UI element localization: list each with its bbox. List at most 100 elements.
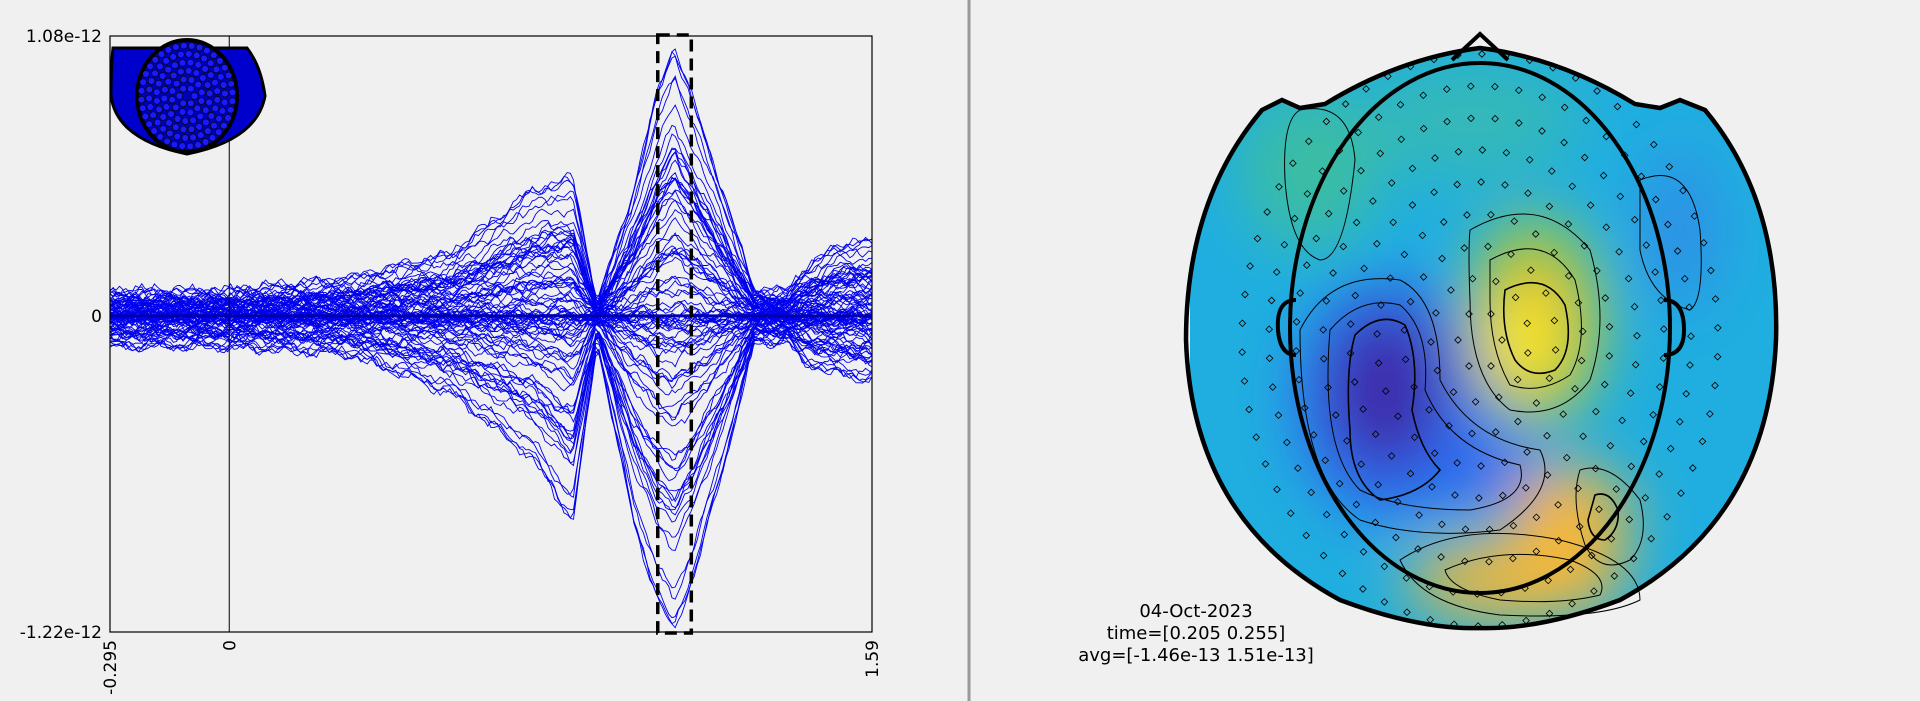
- inset-sensor-dot: [194, 80, 202, 89]
- topo-sensor-marker: [1294, 464, 1302, 473]
- inset-sensor-dot: [228, 97, 237, 105]
- topo-sensor-marker: [1478, 146, 1487, 154]
- topo-sensor-marker: [1599, 171, 1608, 180]
- inset-sensor-dot: [194, 61, 202, 69]
- topo-info-labels: 04-Oct-2023 time=[0.205 0.255] avg=[-1.4…: [1078, 601, 1314, 666]
- topo-sensor-marker: [1491, 82, 1499, 91]
- inset-sensor-dot: [167, 110, 175, 118]
- inset-sensor-dot: [211, 104, 219, 113]
- inset-sensor-dot: [179, 125, 188, 134]
- topo-sensor-marker: [1515, 119, 1523, 127]
- topo-sensor-marker: [1410, 433, 1419, 442]
- topo-sensor-marker: [1272, 268, 1281, 276]
- topo-sensor-marker: [1290, 214, 1299, 223]
- topo-sensor-marker: [1551, 346, 1560, 354]
- avg-range-label: avg=[-1.46e-13 1.51e-13]: [1078, 645, 1314, 666]
- channel-trace: [110, 311, 872, 349]
- inset-sensor-dot: [151, 69, 159, 77]
- inset-sensor-dot: [200, 54, 208, 63]
- topo-sensor-marker: [1574, 298, 1583, 307]
- topo-sensor-marker: [1377, 301, 1385, 309]
- inset-sensor-dot: [221, 89, 229, 98]
- topography-plot: 04-Oct-2023 time=[0.205 0.255] avg=[-1.4…: [1078, 31, 1779, 666]
- topo-sensor-marker: [1430, 449, 1439, 458]
- y-tick-labels: 1.08e-12 0 -1.22e-12: [20, 27, 102, 643]
- topo-sensor-marker: [1438, 254, 1446, 263]
- topo-sensor-marker: [1471, 397, 1480, 406]
- topo-sensor-marker: [1560, 138, 1568, 147]
- channel-trace: [110, 310, 872, 354]
- topo-sensor-marker: [1322, 510, 1331, 519]
- topo-sensor-marker: [1498, 491, 1507, 500]
- topo-sensor-marker: [1607, 534, 1616, 543]
- topo-sensor-marker: [1392, 533, 1400, 542]
- channel-trace: [110, 247, 872, 317]
- topo-sensor-marker: [1532, 513, 1541, 522]
- topo-sensor-marker: [1451, 491, 1459, 499]
- inset-sensor-dot: [137, 95, 146, 104]
- topo-sensor-marker: [1449, 388, 1458, 396]
- channel-trace: [110, 324, 872, 511]
- topo-sensor-marker: [1241, 290, 1249, 299]
- inset-sensor-dot: [160, 94, 168, 103]
- inset-sensor-dot: [145, 120, 153, 128]
- inset-sensor-dot: [199, 74, 207, 82]
- topo-sensor-marker: [1352, 218, 1361, 227]
- topo-sensor-marker: [1263, 208, 1272, 216]
- topo-sensor-marker: [1629, 554, 1638, 563]
- topo-sensor-marker: [1246, 262, 1254, 270]
- topo-sensor-marker: [1543, 431, 1551, 440]
- inset-sensor-dot: [177, 50, 185, 59]
- channel-trace: [110, 325, 872, 492]
- inset-sensor-dot: [207, 112, 216, 120]
- topo-sensor-marker: [1374, 480, 1383, 489]
- inset-sensor-dot: [142, 70, 150, 78]
- topo-sensor-marker: [1340, 530, 1349, 539]
- plot-frame: [109, 35, 873, 633]
- topo-sensor-marker: [1371, 430, 1380, 439]
- topo-sensor-marker: [1267, 296, 1276, 305]
- topo-sensor-marker: [1616, 192, 1625, 201]
- inset-sensor-dot: [179, 75, 188, 84]
- topo-sensor-marker: [1286, 509, 1295, 518]
- topo-sensor-marker: [1538, 127, 1546, 135]
- channel-trace: [110, 249, 872, 317]
- topo-sensor-marker: [1442, 85, 1451, 94]
- topo-sensor-marker: [1468, 429, 1476, 438]
- inset-sensor-dot: [149, 111, 157, 119]
- topo-sensor-marker: [1554, 500, 1562, 509]
- inset-sensor-dot: [227, 106, 235, 114]
- topo-sensor-marker: [1487, 210, 1495, 219]
- topo-sensor-marker: [1386, 274, 1395, 282]
- topo-sensor-marker: [1500, 458, 1509, 467]
- topo-sensor-marker: [1369, 197, 1377, 205]
- topo-sensor-marker: [1649, 140, 1658, 149]
- topo-sensor-marker: [1501, 181, 1509, 189]
- inset-sensor-dot: [217, 73, 225, 81]
- channel-trace: [110, 148, 872, 307]
- inset-sensor-dot: [161, 85, 169, 94]
- topo-sensor-marker: [1605, 322, 1614, 331]
- inset-sensor-dot: [180, 41, 188, 50]
- topo-sensor-marker: [1612, 485, 1621, 493]
- inset-sensor-dot: [190, 92, 199, 100]
- inset-sensor-dot: [220, 121, 228, 130]
- inset-sensor-dot: [197, 131, 205, 139]
- inset-sensor-dot: [150, 127, 158, 135]
- channel-trace: [110, 323, 872, 461]
- topo-sensor-marker: [1408, 201, 1417, 209]
- inset-sensor-dot: [179, 84, 187, 93]
- topo-sensor-marker: [1580, 241, 1589, 250]
- topo-sensor-marker: [1679, 186, 1687, 195]
- topo-sensor-marker: [1606, 441, 1615, 450]
- topo-sensor-marker: [1550, 316, 1559, 325]
- inset-sensor-dot: [165, 119, 173, 127]
- inset-sensor-dot: [218, 107, 227, 115]
- topo-sensor-marker: [1439, 218, 1448, 226]
- topo-sensor-marker: [1522, 616, 1530, 625]
- topo-sensor-marker: [1544, 576, 1553, 585]
- topo-sensor-marker: [1443, 117, 1451, 126]
- topo-sensor-marker: [1465, 310, 1473, 318]
- topo-sensor-marker: [1478, 50, 1486, 58]
